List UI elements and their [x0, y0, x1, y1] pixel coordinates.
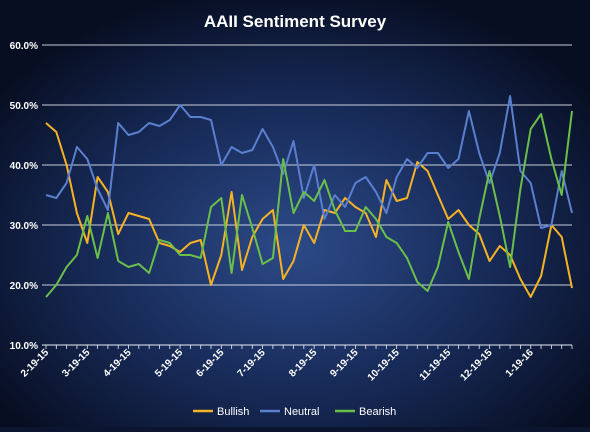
series-line-neutral	[45, 95, 573, 229]
series-lines	[45, 95, 573, 298]
y-tick-label: 20.0%	[10, 281, 38, 292]
chart-title: AAII Sentiment Survey	[204, 12, 387, 31]
series-line-bullish	[45, 122, 573, 298]
y-tick-label: 60.0%	[10, 41, 38, 52]
y-tick-label: 30.0%	[10, 221, 38, 232]
legend-label-bullish: Bullish	[217, 406, 249, 418]
legend-label-neutral: Neutral	[284, 406, 319, 418]
legend: Bullish Neutral Bearish	[193, 406, 396, 418]
y-tick-label: 50.0%	[10, 101, 38, 112]
y-tick-label: 10.0%	[10, 341, 38, 352]
series-line-bearish	[45, 110, 573, 298]
y-tick-label: 40.0%	[10, 161, 38, 172]
legend-label-bearish: Bearish	[359, 406, 396, 418]
